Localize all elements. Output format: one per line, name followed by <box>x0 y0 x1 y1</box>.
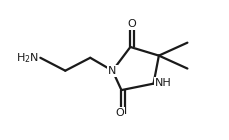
Text: $\mathregular{H_2N}$: $\mathregular{H_2N}$ <box>16 51 38 65</box>
Text: O: O <box>127 19 136 29</box>
Text: NH: NH <box>154 78 171 88</box>
Text: O: O <box>115 108 123 118</box>
Text: N: N <box>108 66 116 76</box>
